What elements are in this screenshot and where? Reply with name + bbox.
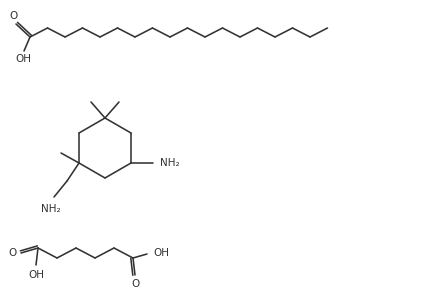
Text: OH: OH	[15, 54, 31, 64]
Text: O: O	[9, 248, 17, 258]
Text: O: O	[131, 279, 139, 289]
Text: OH: OH	[28, 270, 44, 280]
Text: NH₂: NH₂	[160, 158, 180, 168]
Text: O: O	[9, 11, 17, 21]
Text: OH: OH	[153, 248, 169, 258]
Text: NH₂: NH₂	[41, 204, 61, 214]
